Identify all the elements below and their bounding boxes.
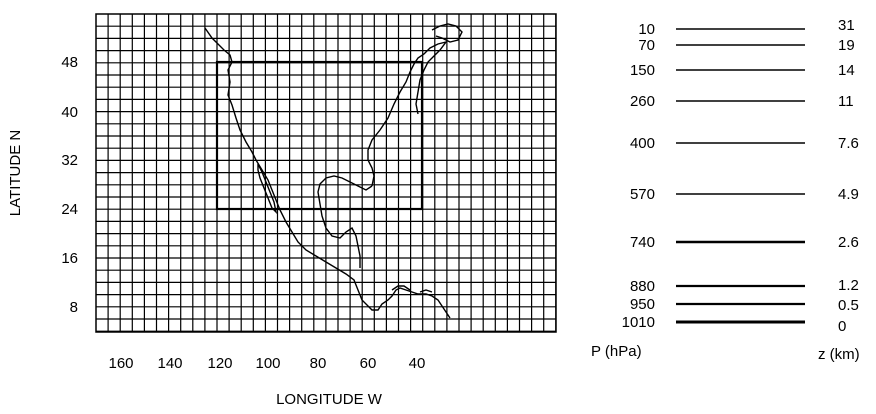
height-level-label: 7.6 (838, 135, 859, 152)
latitude-tick-label: 48 (61, 54, 78, 71)
height-level-label: 4.9 (838, 186, 859, 203)
latitude-tick-label: 32 (61, 152, 78, 169)
coastline-north-america (204, 27, 451, 319)
coastline-gulf (317, 175, 373, 268)
pressure-level-label: 1010 (622, 314, 655, 331)
coastline-caribbean (391, 285, 433, 293)
latitude-tick-label: 40 (61, 104, 78, 121)
height-level-label: 0.5 (838, 297, 859, 314)
height-level-label: 14 (838, 62, 855, 79)
longitude-tick-label: 100 (255, 355, 280, 372)
longitude-tick-label: 140 (157, 355, 182, 372)
height-level-label: 11 (838, 93, 854, 110)
latitude-tick-labels: 48 40 32 24 16 8 (61, 54, 78, 316)
pressure-level-label: 10 (638, 21, 655, 38)
model-grid (96, 14, 557, 332)
pressure-level-label: 880 (630, 278, 655, 295)
longitude-axis-title: LONGITUDE W (276, 391, 383, 408)
pressure-level-label: 260 (630, 93, 655, 110)
inner-domain-box (215, 60, 424, 211)
longitude-tick-label: 40 (409, 355, 426, 372)
coastline-east (367, 40, 448, 187)
latitude-axis-title: LATITUDE N (7, 130, 24, 216)
pressure-level-label: 570 (630, 186, 655, 203)
pressure-level-label: 950 (630, 296, 655, 313)
height-level-label: 19 (838, 37, 855, 54)
longitude-tick-labels: 160 140 120 100 80 60 40 (108, 355, 425, 372)
height-level-label: 1.2 (838, 277, 859, 294)
height-level-label: 31 (838, 17, 855, 34)
vertical-levels-panel: 10 31 70 19 150 14 260 11 400 7.6 570 4.9 740 2.6 880 1… (622, 17, 859, 335)
longitude-tick-label: 80 (310, 355, 327, 372)
longitude-tick-label: 60 (360, 355, 377, 372)
height-column-header: z (km) (818, 346, 860, 363)
coastline-labrador (431, 23, 463, 43)
pressure-level-label: 740 (630, 234, 655, 251)
pressure-level-label: 70 (638, 37, 655, 54)
height-level-label: 0 (838, 318, 846, 335)
latitude-tick-label: 8 (70, 299, 78, 316)
coastline-baja (257, 163, 278, 215)
latitude-tick-label: 24 (61, 201, 78, 218)
pressure-column-header: P (hPa) (591, 343, 642, 360)
latitude-tick-label: 16 (61, 250, 78, 267)
longitude-tick-label: 160 (108, 355, 133, 372)
pressure-level-label: 400 (630, 135, 655, 152)
pressure-level-label: 150 (630, 62, 655, 79)
map-panel (95, 13, 557, 333)
height-level-label: 2.6 (838, 234, 859, 251)
longitude-tick-label: 120 (207, 355, 232, 372)
